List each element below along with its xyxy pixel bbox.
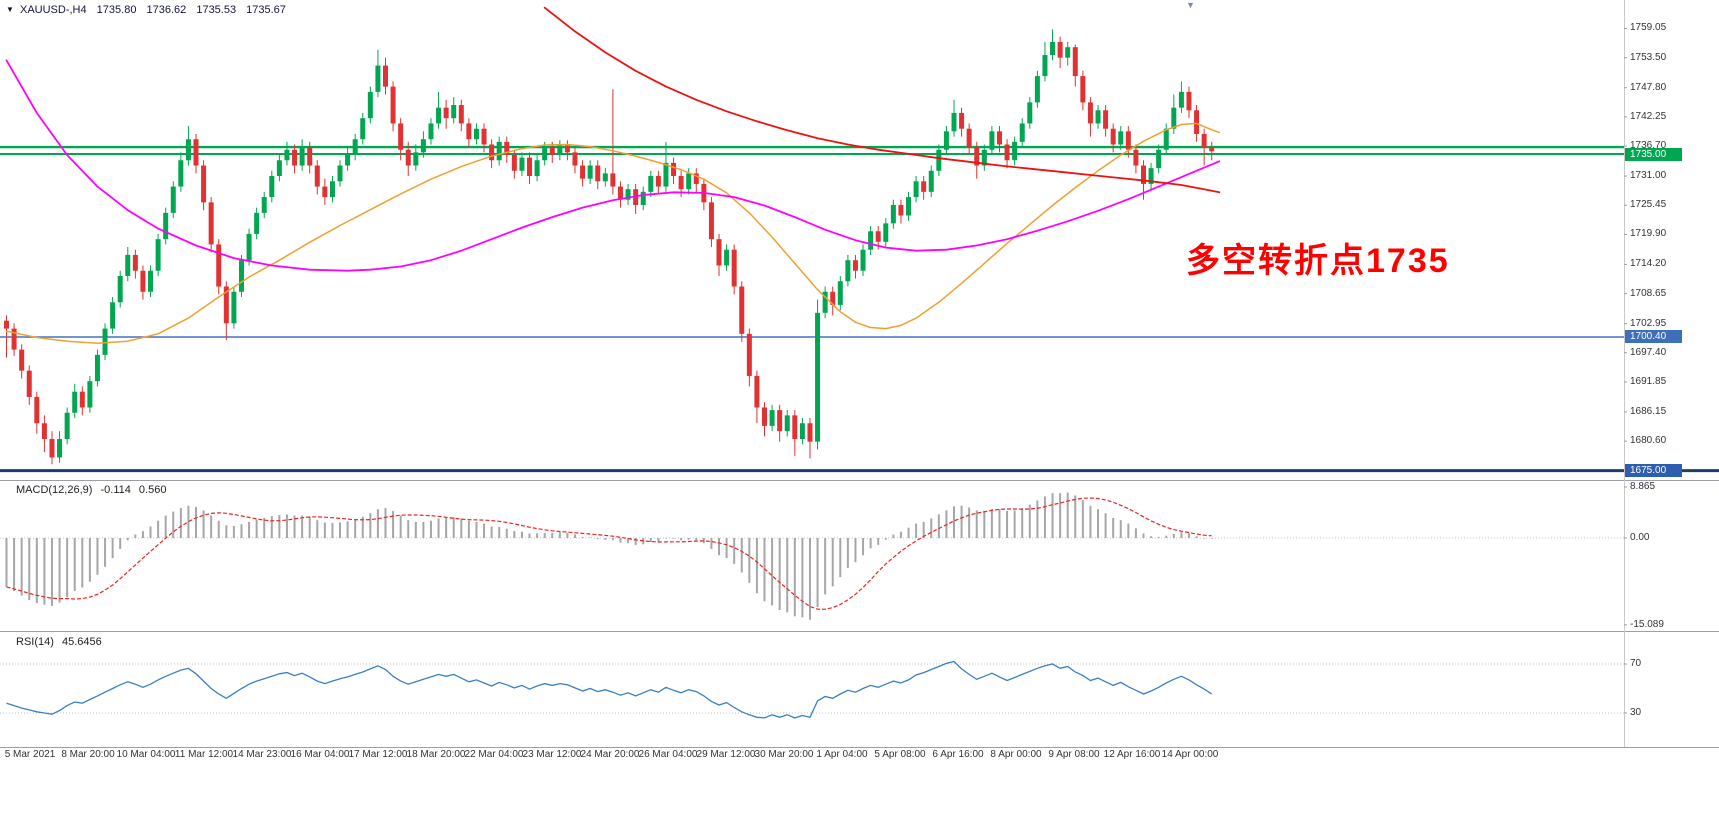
price-axis-label: 1702.95 xyxy=(1630,317,1667,329)
time-axis-label: 10 Mar 04:00 xyxy=(116,749,176,760)
time-axis-label: 23 Mar 12:00 xyxy=(522,749,582,760)
ma-long-red xyxy=(543,6,1221,194)
macd-label-name: MACD(12,26,9) xyxy=(16,484,93,496)
macd-layer xyxy=(0,492,1624,620)
price-axis-label: 1697.40 xyxy=(1630,346,1667,358)
macd-value-main: -0.114 xyxy=(100,484,131,496)
macd-axis-label: -15.089 xyxy=(1630,618,1664,630)
price-axis-label: 1708.65 xyxy=(1630,287,1667,299)
price-axis[interactable]: 1759.05 1753.50 1747.80 1742.25 1736.70 1731.… xyxy=(1630,0,1719,839)
axis-layer xyxy=(0,0,1719,748)
time-axis-label: 17 Mar 12:00 xyxy=(348,749,408,760)
price-tag-1700: 1700.40 xyxy=(1625,330,1682,343)
price-axis-label: 1753.50 xyxy=(1630,51,1667,63)
rsi-indicator-label: RSI(14) 45.6456 xyxy=(16,636,107,648)
symbol-dropdown-icon[interactable]: ▼ xyxy=(6,5,14,14)
macd-indicator-label: MACD(12,26,9) -0.114 0.560 xyxy=(16,484,171,496)
time-axis-label: 22 Mar 04:00 xyxy=(464,749,524,760)
price-axis-label: 1742.25 xyxy=(1630,110,1667,122)
time-axis-label: 30 Mar 20:00 xyxy=(754,749,814,760)
chart-shift-marker-icon[interactable]: ▼ xyxy=(1186,0,1195,10)
time-axis-label: 24 Mar 20:00 xyxy=(580,749,640,760)
time-axis-label: 29 Mar 12:00 xyxy=(696,749,756,760)
macd-signal-line xyxy=(6,497,1212,610)
price-axis-label: 1719.90 xyxy=(1630,228,1667,240)
price-axis-label: 1759.05 xyxy=(1630,22,1667,34)
rsi-label-name: RSI(14) xyxy=(16,636,54,648)
symbol-info-bar: ▼ XAUUSD-,H4 1735.80 1736.62 1735.53 173… xyxy=(6,4,293,16)
ohlc-open: 1735.80 xyxy=(96,4,137,16)
time-axis-label: 8 Apr 00:00 xyxy=(990,749,1042,760)
ohlc-low: 1735.53 xyxy=(196,4,237,16)
ma-lines-layer xyxy=(5,6,1221,345)
time-axis-label: 11 Mar 12:00 xyxy=(174,749,234,760)
ohlc-close: 1735.67 xyxy=(246,4,286,16)
ohlc-high: 1736.62 xyxy=(146,4,187,16)
rsi-axis-label: 30 xyxy=(1630,707,1642,718)
price-axis-label: 1691.85 xyxy=(1630,375,1667,387)
price-axis-label: 1686.15 xyxy=(1630,405,1667,417)
price-axis-label: 1736.70 xyxy=(1630,140,1667,152)
candles-layer xyxy=(4,29,1215,465)
macd-axis-label: 0.00 xyxy=(1630,532,1650,543)
time-axis-label: 18 Mar 20:00 xyxy=(406,749,466,760)
rsi-axis-label: 70 xyxy=(1630,658,1642,669)
time-axis-label: 9 Apr 08:00 xyxy=(1048,749,1100,760)
rsi-value: 45.6456 xyxy=(61,636,102,648)
time-axis-label: 5 Mar 2021 xyxy=(4,749,56,760)
price-tag-1735: 1735.00 xyxy=(1625,148,1682,161)
time-axis-label: 6 Apr 16:00 xyxy=(932,749,984,760)
time-axis-label: 26 Mar 04:00 xyxy=(638,749,698,760)
price-tag-1675: 1675.00 xyxy=(1625,464,1682,477)
time-axis-label: 14 Apr 00:00 xyxy=(1161,749,1219,760)
macd-value-signal: 0.560 xyxy=(138,484,167,496)
time-axis-label: 1 Apr 04:00 xyxy=(816,749,868,760)
time-axis[interactable]: 5 Mar 2021 8 Mar 20:00 10 Mar 04:00 11 Mar … xyxy=(0,749,1719,763)
time-axis-label: 14 Mar 23:00 xyxy=(232,749,292,760)
price-axis-label: 1747.80 xyxy=(1630,81,1667,93)
time-axis-label: 5 Apr 08:00 xyxy=(874,749,926,760)
macd-axis-label: 8.865 xyxy=(1630,480,1656,492)
price-axis-label: 1731.00 xyxy=(1630,170,1667,182)
level-lines-layer xyxy=(0,145,1719,473)
ma-mid-magenta xyxy=(5,59,1221,272)
time-axis-label: 12 Apr 16:00 xyxy=(1103,749,1161,760)
price-axis-label: 1725.45 xyxy=(1630,199,1667,211)
rsi-line xyxy=(6,660,1213,719)
rsi-layer xyxy=(0,660,1624,719)
ma-fast-orange xyxy=(5,122,1221,345)
symbol-period-label: XAUUSD-,H4 xyxy=(19,4,87,16)
price-axis-label: 1680.60 xyxy=(1630,435,1667,447)
annotation-text: 多空转折点1735 xyxy=(1186,242,1450,280)
price-axis-label: 1714.20 xyxy=(1630,258,1667,270)
time-axis-label: 16 Mar 04:00 xyxy=(290,749,350,760)
time-axis-label: 8 Mar 20:00 xyxy=(61,749,115,760)
